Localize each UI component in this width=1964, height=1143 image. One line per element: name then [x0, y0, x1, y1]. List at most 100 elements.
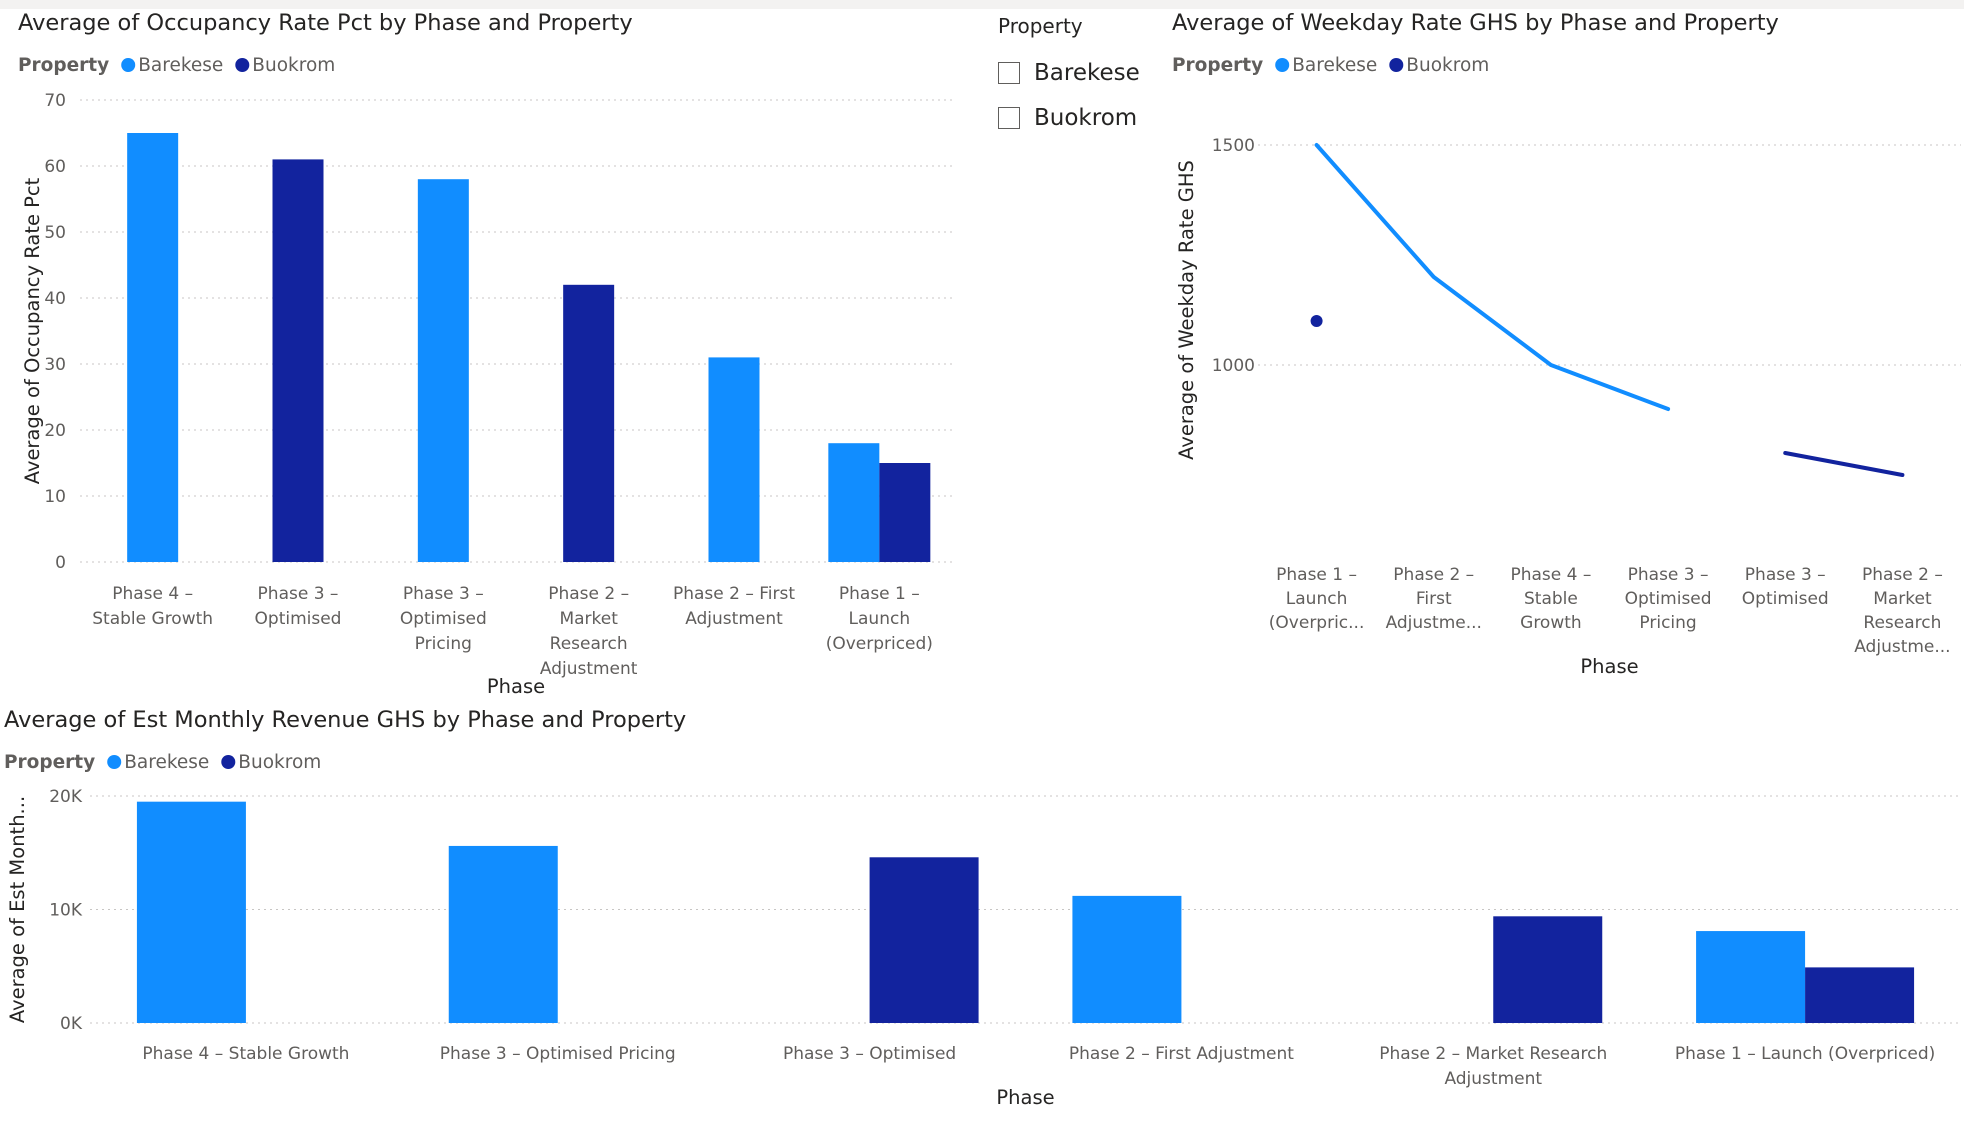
occupancy-bar-buokrom	[272, 159, 324, 562]
weekday-x-tick-label: Growth	[1520, 613, 1582, 633]
weekday-y-tick-label: 1500	[1212, 136, 1255, 156]
occupancy-y-tick-label: 30	[44, 355, 66, 375]
revenue-legend-marker-barekese	[107, 755, 122, 769]
revenue-bar-barekese	[1072, 895, 1182, 1023]
revenue-legend-label-barekese: Barekese	[124, 752, 209, 773]
revenue-bar-buokrom	[1805, 967, 1915, 1023]
occupancy-bar-barekese	[828, 443, 880, 562]
revenue-legend-label-buokrom: Buokrom	[238, 752, 321, 773]
revenue-chart-title: Average of Est Monthly Revenue GHS by Ph…	[4, 707, 686, 733]
weekday-point-buokrom	[1310, 315, 1323, 327]
occupancy-legend-label-buokrom: Buokrom	[252, 55, 335, 76]
weekday-x-tick-label: Optimised	[1625, 589, 1712, 609]
weekday-x-tick-label: Market	[1873, 589, 1932, 609]
top-bar	[0, 0, 1964, 9]
weekday-legend-title: Property	[1172, 55, 1263, 76]
revenue-x-tick-label: Adjustment	[1444, 1069, 1542, 1089]
weekday-x-tick-label: (Overpric...	[1269, 613, 1365, 633]
weekday-x-tick-label: Stable	[1524, 589, 1578, 609]
weekday-legend-marker-buokrom	[1389, 58, 1404, 72]
revenue-y-tick-label: 20K	[49, 787, 83, 807]
weekday-y-tick-label: 1000	[1212, 356, 1255, 376]
revenue-legend-title: Property	[4, 752, 95, 773]
revenue-bar-buokrom	[1493, 916, 1603, 1023]
occupancy-bar-barekese	[708, 357, 760, 562]
weekday-x-tick-label: Adjustme...	[1854, 637, 1950, 657]
weekday-x-tick-label: Phase 2 –	[1862, 565, 1943, 585]
occupancy-x-tick-label: (Overpriced)	[826, 634, 933, 654]
revenue-bar-barekese	[136, 801, 246, 1023]
weekday-x-tick-label: Phase 2 –	[1393, 565, 1474, 585]
slicer-label-buokrom: Buokrom	[1034, 104, 1138, 131]
occupancy-x-tick-label: Launch	[849, 609, 911, 629]
revenue-x-tick-label: Phase 1 – Launch (Overpriced)	[1675, 1044, 1936, 1064]
weekday-x-tick-label: Pricing	[1639, 613, 1696, 633]
checkbox-barekese[interactable]	[998, 61, 1020, 84]
occupancy-x-tick-label: Optimised	[255, 609, 342, 629]
occupancy-y-tick-label: 50	[44, 223, 66, 243]
weekday-x-tick-label: Phase 1 –	[1276, 565, 1357, 585]
revenue-y-tick-label: 0K	[60, 1014, 83, 1034]
weekday-x-tick-label: Phase 4 –	[1510, 565, 1591, 585]
slicer-title: Property	[998, 14, 1083, 38]
occupancy-x-tick-label: Phase 3 –	[258, 584, 339, 604]
occupancy-x-tick-label: Phase 2 – First	[673, 584, 795, 604]
occupancy-y-tick-label: 60	[44, 157, 66, 177]
weekday-x-axis-title: Phase	[1580, 655, 1638, 678]
revenue-y-axis-title: Average of Est Month...	[6, 796, 29, 1023]
occupancy-x-tick-label: Optimised	[400, 609, 487, 629]
occupancy-x-tick-label: Phase 1 –	[839, 584, 920, 604]
occupancy-x-tick-label: Phase 2 –	[548, 584, 629, 604]
weekday-x-tick-label: Optimised	[1742, 589, 1829, 609]
occupancy-y-tick-label: 10	[44, 487, 66, 507]
weekday-x-tick-label: Phase 3 –	[1745, 565, 1826, 585]
revenue-x-tick-label: Phase 2 – First Adjustment	[1069, 1044, 1294, 1064]
occupancy-x-tick-label: Adjustment	[540, 659, 638, 679]
occupancy-x-axis-title: Phase	[487, 675, 545, 698]
weekday-legend-marker-barekese	[1275, 58, 1290, 72]
weekday-x-tick-label: Phase 3 –	[1628, 565, 1709, 585]
revenue-x-tick-label: Phase 4 – Stable Growth	[142, 1044, 349, 1064]
occupancy-x-tick-label: Stable Growth	[92, 609, 213, 629]
occupancy-legend-marker-buokrom	[235, 58, 250, 72]
slicer-label-barekese: Barekese	[1034, 59, 1140, 86]
revenue-y-tick-label: 10K	[49, 901, 83, 921]
slicer-item-buokrom[interactable]: Buokrom	[998, 95, 1148, 140]
occupancy-x-tick-label: Adjustment	[685, 609, 783, 629]
weekday-legend-label-barekese: Barekese	[1292, 55, 1377, 76]
occupancy-y-axis-title: Average of Occupancy Rate Pct	[21, 177, 44, 484]
occupancy-legend-title: Property	[18, 55, 109, 76]
weekday-x-tick-label: Launch	[1286, 589, 1348, 609]
occupancy-y-tick-label: 0	[55, 553, 66, 573]
occupancy-bar-buokrom	[879, 463, 931, 562]
weekday-line-buokrom	[1783, 451, 1905, 477]
checkbox-buokrom[interactable]	[998, 106, 1020, 129]
revenue-bar-barekese	[448, 845, 558, 1023]
weekday-x-tick-label: First	[1416, 589, 1452, 609]
occupancy-x-tick-label: Research	[550, 634, 628, 654]
weekday-legend-label-buokrom: Buokrom	[1406, 55, 1489, 76]
occupancy-y-tick-label: 20	[44, 421, 66, 441]
weekday-line-barekese	[1314, 143, 1671, 411]
revenue-x-tick-label: Phase 3 – Optimised Pricing	[440, 1044, 676, 1064]
occupancy-x-tick-label: Market	[559, 609, 618, 629]
property-slicer: Property Barekese Buokrom	[998, 14, 1148, 140]
occupancy-bar-buokrom	[563, 284, 615, 562]
slicer-item-barekese[interactable]: Barekese	[998, 50, 1148, 95]
occupancy-y-tick-label: 70	[44, 91, 66, 111]
revenue-legend-marker-buokrom	[221, 755, 236, 769]
weekday-x-tick-label: Research	[1863, 613, 1941, 633]
revenue-bar-barekese	[1696, 931, 1806, 1023]
occupancy-legend-marker-barekese	[121, 58, 136, 72]
weekday-chart-title: Average of Weekday Rate GHS by Phase and…	[1172, 10, 1779, 36]
occupancy-y-tick-label: 40	[44, 289, 66, 309]
weekday-y-axis-title: Average of Weekday Rate GHS	[1175, 160, 1198, 460]
weekday-x-tick-label: Adjustme...	[1386, 613, 1482, 633]
occupancy-bar-barekese	[417, 179, 469, 562]
revenue-bar-buokrom	[869, 857, 979, 1023]
occupancy-legend-label-barekese: Barekese	[138, 55, 223, 76]
occupancy-chart-title: Average of Occupancy Rate Pct by Phase a…	[18, 10, 633, 36]
occupancy-x-tick-label: Phase 3 –	[403, 584, 484, 604]
revenue-x-tick-label: Phase 2 – Market Research	[1379, 1044, 1607, 1064]
